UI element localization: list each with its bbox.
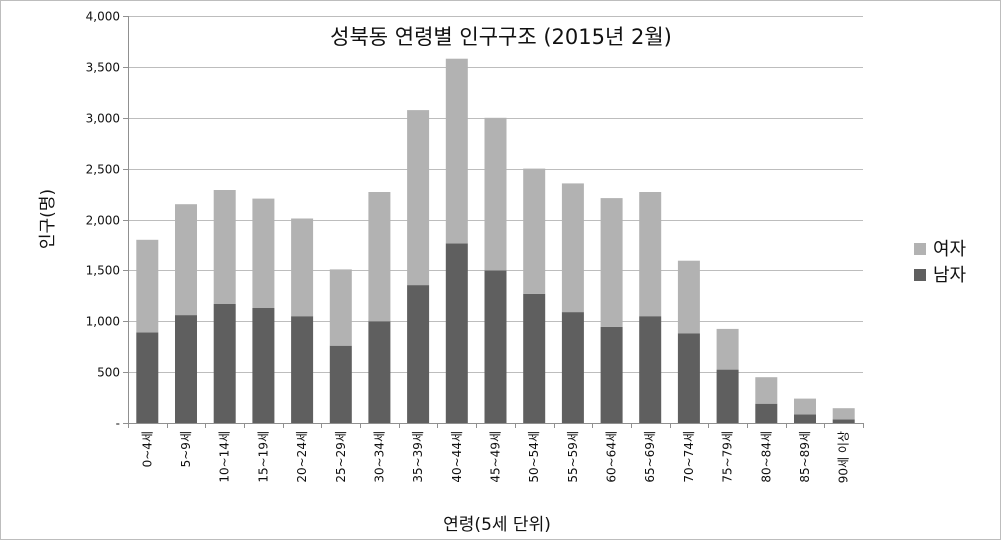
x-axis-title: 연령(5세 단위) bbox=[443, 515, 551, 535]
x-category-label: 60~64세 bbox=[605, 431, 619, 483]
y-tick-label: 1,500 bbox=[86, 264, 120, 278]
x-category-label: 75~79세 bbox=[721, 431, 735, 483]
y-tick-label: 2,500 bbox=[86, 163, 120, 177]
bar-female bbox=[716, 328, 739, 370]
x-category-label: 55~59세 bbox=[566, 431, 580, 483]
legend-swatch bbox=[914, 243, 926, 255]
bar-male bbox=[291, 316, 314, 423]
bars bbox=[136, 58, 855, 424]
bar-female bbox=[639, 192, 662, 317]
x-category-label: 5~9세 bbox=[179, 431, 193, 467]
x-category-label: 25~29세 bbox=[334, 431, 348, 483]
bar-female bbox=[600, 198, 623, 327]
x-category-label: 35~39세 bbox=[411, 431, 425, 483]
bar-male bbox=[445, 243, 468, 423]
bar-male bbox=[368, 321, 391, 424]
bar-male bbox=[794, 414, 816, 423]
bar-male bbox=[677, 333, 700, 423]
bar-female bbox=[252, 198, 275, 308]
bar-female bbox=[175, 204, 197, 316]
y-tick-label: 500 bbox=[97, 366, 120, 380]
bar-female bbox=[329, 269, 352, 346]
bar-female bbox=[213, 190, 236, 304]
x-category-label: 85~89세 bbox=[798, 431, 812, 483]
bar-female bbox=[832, 408, 855, 420]
bar-female bbox=[755, 377, 778, 404]
y-tick-label: 3,000 bbox=[86, 112, 120, 126]
bar-male bbox=[639, 316, 662, 423]
x-axis-categories: 0~4세 5~9세 10~14세 15~19세 20~24세 25~29세 30~34세 35… bbox=[140, 431, 850, 483]
bar-male bbox=[755, 403, 778, 423]
x-category-label: 50~54세 bbox=[527, 431, 541, 483]
bar-male bbox=[561, 312, 584, 423]
y-tick-label: 4,000 bbox=[86, 10, 120, 24]
bar-male bbox=[213, 304, 236, 423]
chart-title-group: 성북동 연령별 인구구조 (2015년 2월) bbox=[307, 17, 695, 55]
bar-male bbox=[175, 315, 197, 423]
bar-female bbox=[291, 218, 314, 317]
bar-female bbox=[523, 168, 546, 294]
bar-female bbox=[484, 117, 507, 271]
y-tick-label: 1,000 bbox=[86, 315, 120, 329]
axis-lines bbox=[128, 16, 864, 428]
bar-female bbox=[561, 183, 584, 313]
x-category-label: 65~69세 bbox=[643, 431, 657, 483]
legend-swatch bbox=[914, 269, 926, 281]
bar-male bbox=[716, 369, 739, 423]
bar-male bbox=[523, 293, 546, 423]
x-category-label: 80~84세 bbox=[759, 431, 773, 483]
bar-female bbox=[445, 58, 468, 244]
bar-female bbox=[136, 239, 159, 333]
bar-male bbox=[252, 308, 275, 423]
bar-male bbox=[600, 326, 623, 423]
x-category-label: 0~4세 bbox=[140, 431, 154, 467]
bar-male bbox=[407, 285, 430, 423]
y-tick-label: - bbox=[116, 417, 120, 431]
x-category-label: 45~49세 bbox=[489, 431, 503, 483]
bar-male bbox=[136, 332, 159, 423]
x-category-label: 40~44세 bbox=[450, 431, 464, 483]
y-axis-ticks: - 500 1,000 1,500 2,000 2,500 3,000 3,500 4,000 bbox=[86, 10, 128, 431]
bar-female bbox=[677, 260, 700, 334]
x-category-label: 70~74세 bbox=[682, 431, 696, 483]
x-category-label: 30~34세 bbox=[372, 431, 386, 483]
y-axis-title: 인구(명) bbox=[38, 189, 58, 249]
legend-label: 여자 bbox=[933, 239, 967, 260]
bar-male bbox=[484, 270, 507, 423]
bar-female bbox=[368, 192, 391, 322]
y-tick-label: 3,500 bbox=[86, 61, 120, 75]
x-category-label: 20~24세 bbox=[295, 431, 309, 483]
bar-male bbox=[832, 419, 855, 423]
bar-female bbox=[794, 398, 816, 415]
bar-female bbox=[407, 110, 430, 286]
x-category-label: 10~14세 bbox=[218, 431, 232, 483]
y-tick-label: 2,000 bbox=[86, 214, 120, 228]
chart-title: 성북동 연령별 인구구조 (2015년 2월) bbox=[330, 25, 672, 49]
x-category-label: 15~19세 bbox=[256, 431, 270, 483]
legend-label: 남자 bbox=[933, 265, 967, 286]
bar-male bbox=[329, 345, 352, 423]
x-category-label: 90세 이상 bbox=[837, 431, 851, 483]
